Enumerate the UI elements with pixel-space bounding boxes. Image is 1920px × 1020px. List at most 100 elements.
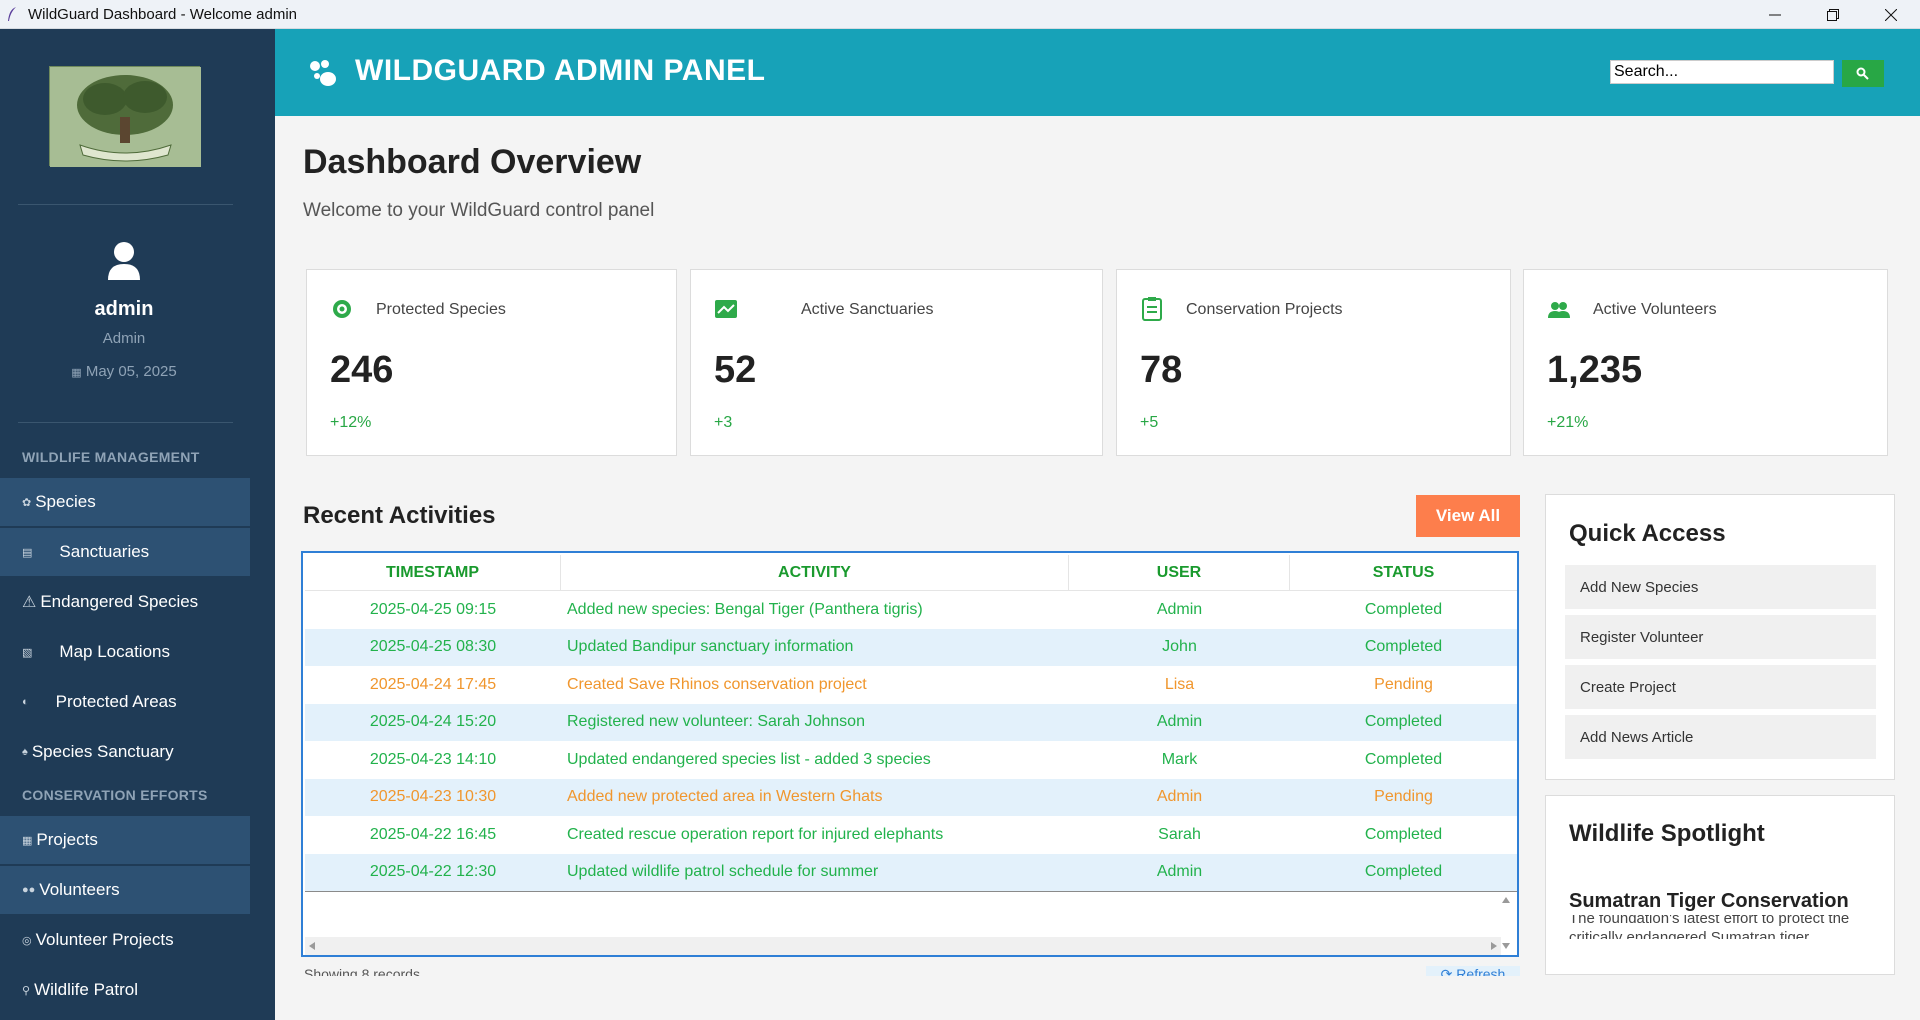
- cell-status: Completed: [1364, 600, 1443, 618]
- stat-label: Active Volunteers: [1593, 301, 1717, 318]
- stat-label: Protected Species: [376, 301, 506, 318]
- table-row[interactable]: 2025-04-22 16:45 Created rescue operation…: [305, 816, 1517, 854]
- close-button[interactable]: [1862, 0, 1920, 29]
- spotlight-text-container: The foundation's latest effort to protec…: [1569, 915, 1879, 939]
- sidebar-item-species-sanctuary[interactable]: ♠ Species Sanctuary: [0, 728, 250, 776]
- warning-icon: ⚠: [22, 594, 37, 611]
- quick-access-add-new-species[interactable]: Add New Species: [1565, 565, 1876, 609]
- cell-user: Sarah: [1158, 825, 1201, 843]
- vertical-scrollbar[interactable]: [1497, 893, 1515, 953]
- stat-value: 246: [330, 349, 394, 391]
- table-row[interactable]: 2025-04-22 12:30 Updated wildlife patrol …: [305, 853, 1517, 891]
- table-row[interactable]: 2025-04-25 09:15 Added new species: Benga…: [305, 591, 1517, 629]
- cell-activity: Created rescue operation report for inju…: [567, 825, 944, 843]
- column-header-user[interactable]: USER: [1069, 555, 1290, 591]
- close-icon: [1885, 8, 1897, 21]
- magnifier-icon: [1856, 67, 1869, 80]
- sidebar-item-label: Wildlife Patrol: [34, 980, 138, 999]
- wildlife-spotlight-title: Wildlife Spotlight: [1569, 820, 1765, 847]
- view-all-button[interactable]: View All: [1416, 495, 1520, 537]
- sidebar-item-volunteer-projects[interactable]: ◎ Volunteer Projects: [0, 916, 250, 964]
- column-header-status[interactable]: STATUS: [1372, 564, 1435, 581]
- sidebar-item-endangered-species[interactable]: ⚠ Endangered Species: [0, 578, 250, 626]
- restore-icon: [1827, 8, 1839, 21]
- page-title: Dashboard Overview: [303, 143, 642, 181]
- user-date-text: May 05, 2025: [85, 363, 177, 380]
- cell-user: Admin: [1156, 788, 1203, 806]
- cell-status: Completed: [1364, 825, 1443, 843]
- stat-change: +3: [714, 414, 733, 431]
- feather-icon: [8, 7, 16, 21]
- horizontal-scrollbar[interactable]: [305, 937, 1501, 955]
- sidebar-item-wildlife-patrol[interactable]: ⚲ Wildlife Patrol: [0, 966, 250, 1014]
- search-input[interactable]: [1610, 60, 1834, 84]
- bio-sanctuary-logo: [49, 66, 201, 167]
- clipboard-icon: ▦: [22, 834, 33, 847]
- sidebar-item-label: Projects: [36, 830, 98, 849]
- cell-activity: Updated Bandipur sanctuary information: [567, 638, 854, 656]
- stat-value: 52: [714, 349, 757, 391]
- minimize-button[interactable]: [1746, 0, 1804, 29]
- refresh-button[interactable]: ⟳ Refresh: [1426, 966, 1520, 976]
- stat-change: +21%: [1547, 414, 1589, 431]
- cell-timestamp: 2025-04-22 12:30: [369, 863, 497, 881]
- sidebar-item-label: Volunteer Projects: [35, 930, 174, 949]
- quick-access-create-project[interactable]: Create Project: [1565, 665, 1876, 709]
- sidebar-item-label: Protected Areas: [55, 692, 177, 711]
- cell-user: Admin: [1156, 600, 1203, 618]
- stat-change: +5: [1140, 414, 1159, 431]
- minimize-icon: [1769, 14, 1781, 15]
- stat-card-conservation-projects: Conservation Projects 78 +5: [1116, 269, 1511, 456]
- sidebar-item-species[interactable]: ✿ Species: [0, 478, 250, 526]
- sidebar-item-projects[interactable]: ▦ Projects: [0, 816, 250, 864]
- quick-access-add-news-article[interactable]: Add News Article: [1565, 715, 1876, 759]
- sidebar-item-protected-areas[interactable]: ◐ Protected Areas: [0, 678, 250, 726]
- stat-card-active-volunteers: Active Volunteers 1,235 +21%: [1523, 269, 1888, 456]
- shield-icon: ◐: [22, 696, 29, 708]
- quick-access-register-volunteer[interactable]: Register Volunteer: [1565, 615, 1876, 659]
- stat-label: Conservation Projects: [1186, 301, 1343, 318]
- sidebar-item-sanctuaries[interactable]: ▤ Sanctuaries: [0, 528, 250, 576]
- cell-activity: Added new protected area in Western Ghat…: [567, 788, 883, 806]
- column-header-timestamp[interactable]: TIMESTAMP: [305, 555, 561, 591]
- stat-value: 1,235: [1547, 349, 1643, 391]
- table-row[interactable]: 2025-04-24 17:45 Created Save Rhinos cons…: [305, 666, 1517, 704]
- activities-table[interactable]: TIMESTAMP ACTIVITY USER STATUS 2025-04-2…: [301, 551, 1519, 957]
- spotlight-subtitle: Sumatran Tiger Conservation: [1569, 890, 1849, 912]
- cell-activity: Updated endangered species list - added …: [567, 750, 931, 768]
- search-button[interactable]: [1842, 60, 1884, 87]
- sidebar-divider: [18, 422, 233, 423]
- cell-timestamp: 2025-04-25 08:30: [369, 638, 497, 656]
- cell-timestamp: 2025-04-23 10:30: [369, 788, 497, 806]
- page-subtitle: Welcome to your WildGuard control panel: [303, 200, 655, 221]
- globe-icon: ◎: [22, 934, 32, 947]
- map-icon: ▧: [22, 646, 33, 659]
- wildlife-spotlight-panel: Wildlife Spotlight Sumatran Tiger Conser…: [1545, 795, 1895, 975]
- table-row[interactable]: 2025-04-23 14:10 Updated endangered speci…: [305, 741, 1517, 779]
- restore-button[interactable]: [1804, 0, 1862, 29]
- window-title: WildGuard Dashboard - Welcome admin: [28, 5, 297, 23]
- landscape-icon: [715, 300, 737, 318]
- people-icon: [1548, 302, 1570, 318]
- table-row[interactable]: 2025-04-23 10:30 Added new protected area…: [305, 778, 1517, 816]
- stat-change: +12%: [330, 414, 372, 431]
- cell-timestamp: 2025-04-24 17:45: [369, 675, 497, 693]
- cell-user: Admin: [1156, 713, 1203, 731]
- cell-activity: Added new species: Bengal Tiger (Panther…: [567, 600, 923, 618]
- clipboard-icon: [1142, 297, 1162, 321]
- table-row[interactable]: 2025-04-24 15:20 Registered new volunteer…: [305, 703, 1517, 741]
- column-header-activity[interactable]: ACTIVITY: [561, 555, 1069, 591]
- window-titlebar: WildGuard Dashboard - Welcome admin: [0, 0, 1920, 29]
- cell-timestamp: 2025-04-24 15:20: [369, 713, 497, 731]
- sidebar-item-map-locations[interactable]: ▧ Map Locations: [0, 628, 250, 676]
- cell-status: Pending: [1374, 788, 1433, 806]
- user-avatar-icon: [108, 242, 140, 280]
- sidebar-divider: [18, 204, 233, 205]
- table-divider: [305, 891, 1517, 892]
- calendar-icon: ▦: [71, 367, 82, 379]
- stat-label: Active Sanctuaries: [801, 301, 934, 318]
- sidebar-item-volunteers[interactable]: ●● Volunteers: [0, 866, 250, 914]
- patrol-icon: ⚲: [22, 984, 31, 997]
- table-row[interactable]: 2025-04-25 08:30 Updated Bandipur sanctua…: [305, 628, 1517, 666]
- stat-value: 78: [1140, 349, 1183, 391]
